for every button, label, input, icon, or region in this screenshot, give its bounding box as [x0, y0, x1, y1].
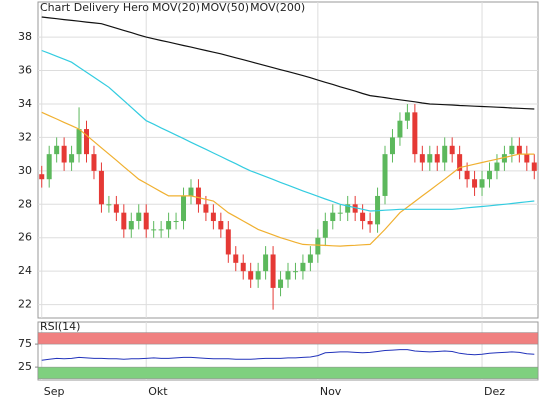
- candle-body: [121, 212, 127, 230]
- candle-body: [136, 212, 142, 222]
- y-tick-label: 38: [18, 30, 32, 43]
- candle-body: [195, 187, 201, 205]
- rsi-band: [37, 332, 539, 345]
- candle-body: [427, 154, 433, 163]
- candle-body: [128, 221, 134, 230]
- rsi-band: [37, 366, 539, 379]
- candle-body: [352, 204, 358, 213]
- candle-body: [397, 120, 403, 138]
- candle-body: [516, 145, 522, 155]
- y-tick-label: 24: [18, 264, 32, 277]
- x-tick-label: Okt: [148, 385, 168, 398]
- legend-entry: MOV(20): [152, 1, 200, 14]
- y-tick-label: 36: [18, 64, 32, 77]
- candle-body: [158, 229, 164, 231]
- candle-body: [322, 221, 328, 238]
- candle-body: [225, 229, 231, 255]
- candle-body: [382, 154, 388, 196]
- rsi-tick-label: 75: [18, 337, 32, 350]
- candle-body: [278, 279, 284, 288]
- candle-body: [248, 271, 254, 280]
- candle-body: [307, 254, 313, 263]
- y-tick-label: 34: [18, 97, 32, 110]
- chart-title: Chart Delivery Hero: [40, 1, 149, 14]
- candle-body: [166, 221, 172, 230]
- candle-body: [464, 170, 470, 180]
- candle-body: [54, 145, 60, 155]
- candle-body: [389, 137, 395, 155]
- candle-body: [345, 204, 351, 213]
- candle-body: [233, 254, 239, 263]
- candle-body: [285, 271, 291, 280]
- candle-body: [263, 254, 269, 272]
- candle-body: [46, 154, 52, 180]
- x-tick-label: Sep: [44, 385, 65, 398]
- candle-body: [292, 271, 298, 273]
- candle-body: [337, 212, 343, 214]
- candle-body: [479, 179, 485, 188]
- candle-body: [360, 212, 366, 222]
- candle-body: [434, 154, 440, 163]
- candle-body: [531, 162, 537, 171]
- candle-body: [106, 204, 112, 206]
- candle-body: [524, 154, 530, 163]
- candle-body: [218, 221, 224, 230]
- candle-body: [501, 154, 507, 163]
- candle-body: [76, 129, 82, 155]
- candle-body: [173, 221, 179, 223]
- moving-average-line: [41, 111, 535, 247]
- candle-body: [419, 154, 425, 163]
- x-tick-label: Nov: [320, 385, 342, 398]
- y-tick-label: 32: [18, 130, 32, 143]
- candle-body: [113, 204, 119, 213]
- candle-body: [300, 262, 306, 272]
- candle-body: [39, 174, 45, 180]
- candle-body: [203, 204, 209, 213]
- candle-body: [98, 170, 104, 205]
- candle-body: [91, 154, 97, 171]
- rsi-title: RSI(14): [40, 320, 80, 333]
- candle-body: [412, 112, 418, 155]
- moving-average-line: [41, 16, 535, 110]
- candle-body: [472, 179, 478, 188]
- y-tick-label: 28: [18, 197, 32, 210]
- candle-body: [442, 145, 448, 163]
- candle-body: [330, 212, 336, 222]
- rsi-tick-label: 25: [18, 360, 32, 373]
- candle-body: [210, 212, 216, 222]
- y-tick-label: 30: [18, 164, 32, 177]
- candle-body: [181, 195, 187, 222]
- legend-entry: MOV(50): [201, 1, 249, 14]
- candle-body: [315, 237, 321, 255]
- candle-body: [509, 145, 515, 155]
- rsi-line: [41, 349, 535, 361]
- y-tick-label: 26: [18, 231, 32, 244]
- candle-body: [69, 154, 75, 163]
- candle-body: [61, 145, 67, 163]
- candle-body: [486, 170, 492, 180]
- candle-body: [494, 162, 500, 171]
- candle-body: [404, 112, 410, 121]
- candle-body: [367, 221, 373, 225]
- candle-body: [188, 187, 194, 196]
- candle-body: [240, 262, 246, 272]
- candle-body: [84, 129, 90, 155]
- candle-body: [143, 212, 149, 230]
- legend-entry: MOV(200): [250, 1, 305, 14]
- moving-average-line: [41, 49, 535, 212]
- candle-body: [457, 154, 463, 171]
- candle-body: [449, 145, 455, 155]
- candle-body: [270, 254, 276, 288]
- x-tick-label: Dez: [484, 385, 505, 398]
- candle-body: [255, 271, 261, 280]
- y-tick-label: 22: [18, 298, 32, 311]
- candle-body: [151, 229, 157, 231]
